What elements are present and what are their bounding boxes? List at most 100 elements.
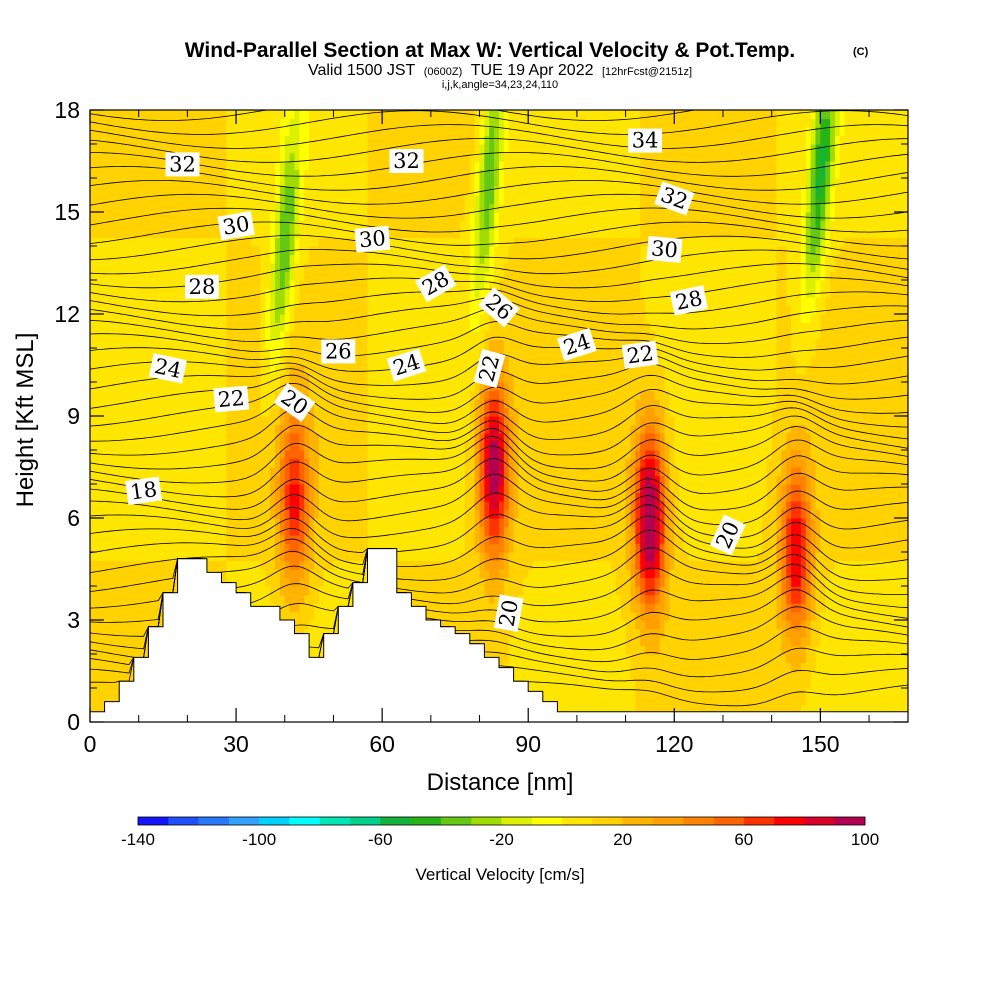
velocity-cell [328, 373, 335, 383]
velocity-cell [221, 382, 227, 392]
velocity-cell [167, 475, 174, 485]
velocity-cell [236, 569, 242, 579]
velocity-cell [216, 322, 223, 332]
velocity-cell [143, 365, 150, 375]
velocity-cell [411, 331, 417, 341]
velocity-cell [201, 543, 208, 553]
velocity-cell [289, 229, 296, 239]
velocity-cell [206, 441, 213, 451]
velocity-cell [138, 339, 145, 349]
velocity-cell [221, 110, 227, 120]
velocity-cell [333, 526, 339, 536]
velocity-cell [328, 203, 335, 213]
velocity-cell [187, 110, 193, 120]
velocity-cell [304, 458, 310, 468]
velocity-cell [387, 229, 393, 239]
velocity-cell [192, 475, 198, 485]
velocity-cell [352, 458, 359, 468]
velocity-cell [352, 365, 359, 375]
velocity-cell [338, 509, 344, 519]
velocity-cell [275, 331, 281, 341]
velocity-cell [133, 535, 140, 545]
velocity-cell [138, 543, 145, 553]
velocity-cell [265, 424, 271, 434]
velocity-cell [153, 526, 159, 536]
velocity-cell [211, 229, 218, 239]
velocity-cell [318, 237, 325, 247]
velocity-cell [421, 161, 427, 171]
velocity-cell [124, 254, 130, 264]
velocity-cell [309, 127, 315, 137]
velocity-cell [201, 552, 208, 562]
velocity-cell [299, 288, 305, 298]
velocity-cell [133, 288, 140, 298]
velocity-cell [104, 399, 111, 409]
velocity-cell [260, 509, 266, 519]
velocity-cell [362, 118, 369, 128]
velocity-cell [260, 416, 266, 426]
velocity-cell [275, 467, 281, 477]
velocity-cell [318, 246, 325, 256]
velocity-cell [182, 535, 188, 545]
velocity-cell [401, 271, 408, 281]
velocity-cell [148, 569, 154, 579]
velocity-cell [250, 552, 257, 562]
velocity-cell [216, 331, 223, 341]
velocity-cell [114, 382, 120, 392]
velocity-cell [236, 509, 242, 519]
velocity-cell [197, 458, 203, 468]
velocity-cell [333, 237, 339, 247]
velocity-cell [284, 203, 291, 213]
velocity-cell [275, 161, 281, 171]
velocity-cell [90, 543, 96, 553]
velocity-cell [163, 450, 169, 460]
velocity-cell [318, 407, 325, 417]
velocity-cell [284, 161, 291, 171]
velocity-cell [221, 348, 227, 358]
velocity-cell [250, 424, 257, 434]
velocity-cell [153, 220, 159, 230]
velocity-cell [313, 203, 320, 213]
velocity-cell [323, 628, 330, 638]
velocity-cell [294, 373, 300, 383]
velocity-cell [318, 509, 325, 519]
velocity-cell [240, 280, 247, 290]
velocity-cell [333, 288, 339, 298]
velocity-cell [323, 603, 330, 613]
velocity-cell [401, 416, 408, 426]
velocity-cell [128, 390, 135, 400]
velocity-cell [226, 509, 232, 519]
velocity-cell [411, 322, 417, 332]
velocity-cell [401, 144, 408, 154]
velocity-cell [206, 348, 213, 358]
velocity-cell [133, 382, 140, 392]
velocity-cell [294, 246, 300, 256]
velocity-cell [348, 535, 354, 545]
velocity-cell [289, 492, 296, 502]
velocity-cell [357, 314, 364, 324]
velocity-cell [313, 263, 320, 273]
velocity-cell [231, 424, 237, 434]
velocity-cell [153, 382, 159, 392]
velocity-cell [260, 178, 266, 188]
velocity-cell [192, 399, 198, 409]
velocity-cell [221, 365, 227, 375]
velocity-cell [119, 254, 125, 264]
velocity-cell [236, 433, 242, 443]
velocity-cell [299, 586, 305, 596]
velocity-cell [377, 305, 383, 315]
velocity-cell [236, 586, 242, 596]
velocity-cell [372, 475, 378, 485]
velocity-cell [94, 339, 101, 349]
velocity-cell [382, 390, 388, 400]
velocity-cell [124, 433, 130, 443]
velocity-cell [255, 161, 262, 171]
velocity-cell [416, 450, 422, 460]
velocity-cell [163, 254, 169, 264]
velocity-cell [391, 195, 398, 205]
velocity-cell [333, 373, 339, 383]
velocity-cell [382, 203, 388, 213]
velocity-cell [104, 552, 111, 562]
velocity-cell [309, 118, 315, 128]
velocity-cell [255, 416, 262, 426]
